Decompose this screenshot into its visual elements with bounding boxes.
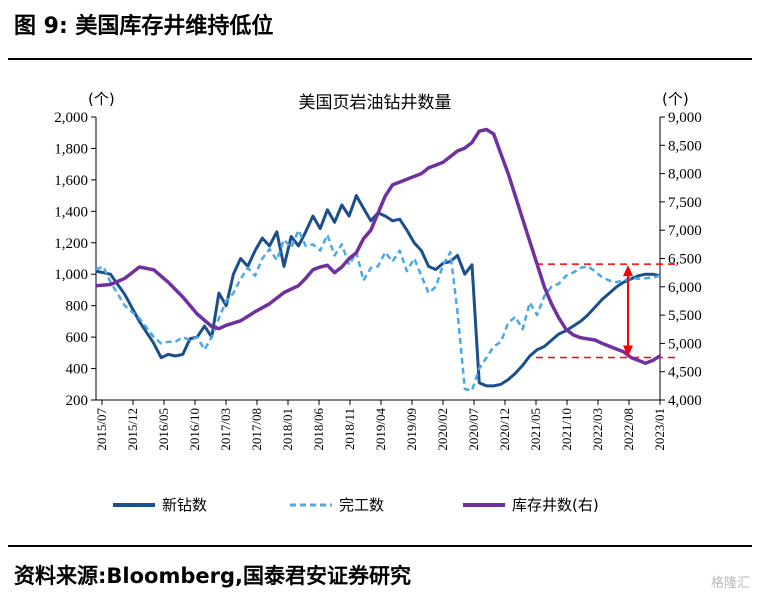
chart-title: 美国页岩油钻井数量	[299, 93, 452, 113]
right-tick-label: 6,500	[668, 252, 702, 268]
left-tick-label: 800	[66, 299, 89, 315]
left-tick-label: 1,800	[54, 141, 88, 157]
right-tick-label: 7,000	[668, 223, 702, 239]
x-tick-label: 2020/07	[466, 408, 481, 451]
legend-label-duc: 库存井数(右)	[512, 496, 599, 514]
x-tick-label: 2022/03	[590, 408, 605, 451]
left-axis-unit: (个)	[88, 90, 115, 108]
source-note: 资料来源:Bloomberg,国泰君安证券研究	[14, 564, 411, 588]
top-rule	[8, 58, 752, 60]
left-tick-label: 1,600	[54, 173, 88, 189]
left-tick-label: 1,000	[54, 267, 88, 283]
x-tick-label: 2020/02	[435, 408, 450, 451]
x-tick-label: 2023/01	[652, 408, 667, 451]
right-axis-unit: (个)	[662, 90, 689, 108]
right-tick-label: 4,000	[668, 393, 702, 409]
figure-title: 图 9: 美国库存井维持低位	[14, 14, 274, 39]
series-line-0	[95, 194, 661, 388]
watermark: 格隆汇	[710, 576, 750, 591]
x-tick-label: 2015/07	[94, 408, 109, 451]
right-tick-label: 8,500	[668, 138, 702, 154]
x-tick-label: 2017/08	[249, 408, 264, 451]
x-tick-label: 2018/01	[280, 408, 295, 451]
legend: 新钻数 完工数 库存井数(右)	[113, 496, 599, 514]
series-line-2	[95, 127, 661, 365]
x-tick-label: 2019/04	[373, 408, 388, 451]
left-tick-label: 200	[66, 393, 89, 409]
series-line-1	[95, 228, 661, 392]
legend-label-new-drilled: 新钻数	[162, 496, 207, 514]
double-arrow-head-down	[623, 345, 633, 357]
x-tick-label: 2022/08	[621, 408, 636, 451]
left-tick-label: 2,000	[54, 110, 88, 126]
x-tick-label: 2021/10	[559, 408, 574, 451]
x-tick-label: 2018/11	[342, 408, 357, 450]
x-tick-label: 2017/03	[218, 408, 233, 451]
right-tick-label: 5,000	[668, 336, 702, 352]
x-tick-label: 2016/10	[187, 408, 202, 451]
bottom-rule	[8, 545, 752, 547]
left-tick-label: 400	[66, 362, 89, 378]
x-tick-label: 2021/05	[528, 408, 543, 451]
plot-area: 200 400 600 800 1,000 1,200 1,400 1,600 1,800 2,0…	[54, 110, 702, 451]
double-arrow-head-up	[623, 265, 633, 277]
right-tick-label: 7,500	[668, 195, 702, 211]
x-tick-label: 2019/09	[404, 408, 419, 451]
right-tick-label: 6,000	[668, 280, 702, 296]
legend-label-completed: 完工数	[339, 496, 384, 514]
right-tick-label: 9,000	[668, 110, 702, 126]
right-tick-label: 8,000	[668, 167, 702, 183]
left-tick-label: 1,400	[54, 204, 88, 220]
x-tick-label: 2015/12	[125, 408, 140, 451]
x-tick-label: 2020/12	[497, 408, 512, 451]
x-tick-label: 2018/06	[311, 408, 326, 451]
left-tick-label: 1,200	[54, 236, 88, 252]
right-tick-label: 5,500	[668, 308, 702, 324]
right-tick-label: 4,500	[668, 365, 702, 381]
left-tick-label: 600	[66, 330, 89, 346]
x-tick-label: 2016/05	[156, 408, 171, 451]
